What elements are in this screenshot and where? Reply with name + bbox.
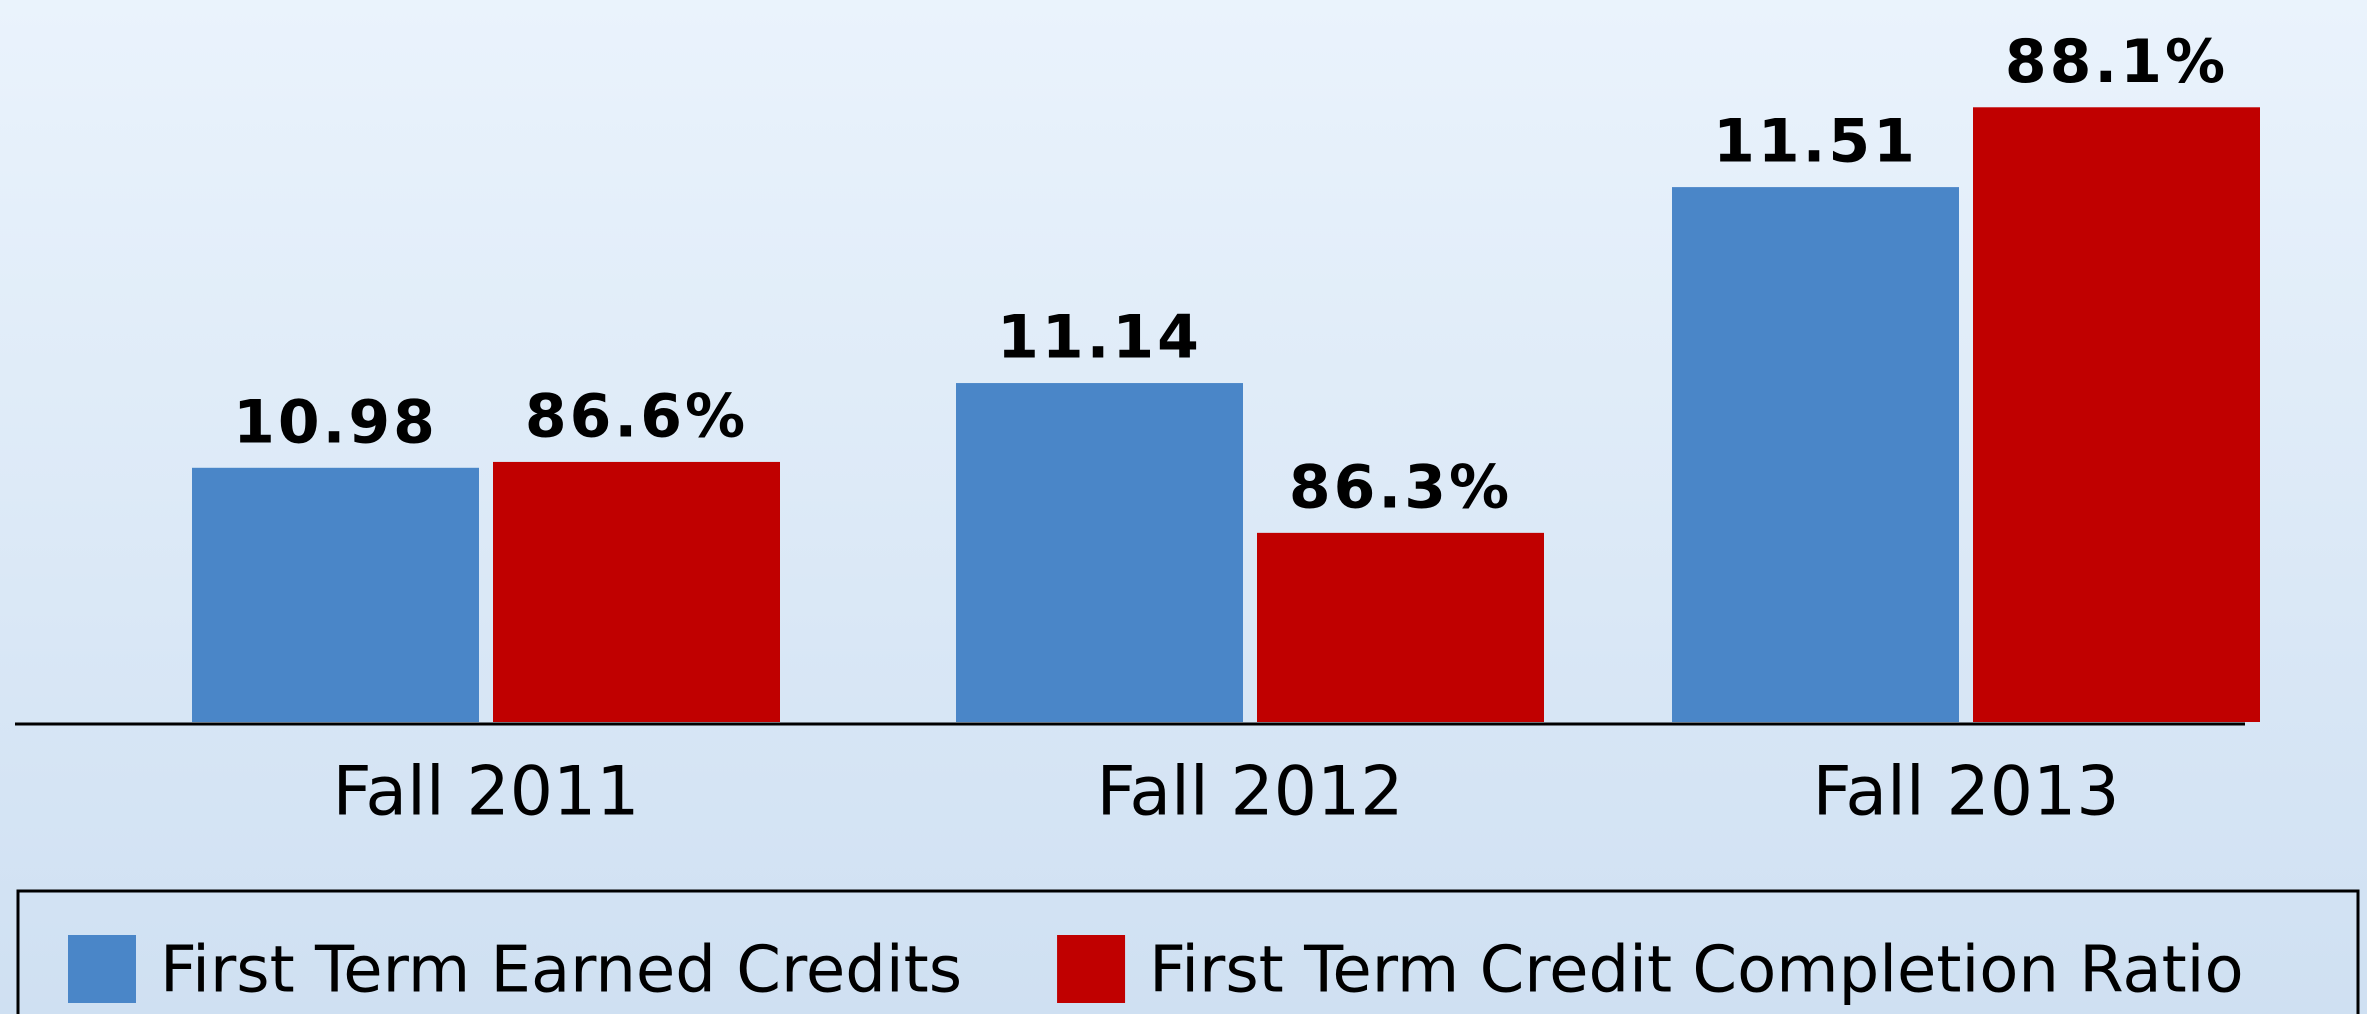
x-tick-label: Fall 2011 <box>333 753 640 832</box>
x-tick-label: Fall 2012 <box>1097 753 1404 832</box>
data-label: 11.51 <box>1713 107 1918 177</box>
bar <box>493 461 780 722</box>
bar <box>956 383 1243 722</box>
legend-swatch <box>68 935 136 1003</box>
data-label: 88.1% <box>2005 27 2228 97</box>
bar <box>1973 107 2260 723</box>
bar <box>1257 532 1544 722</box>
x-tick-label: Fall 2013 <box>1813 753 2120 832</box>
legend-swatch <box>1057 935 1126 1003</box>
bar <box>1672 187 1959 722</box>
legend-label: First Term Credit Completion Ratio <box>1149 934 2244 1008</box>
legend-label: First Term Earned Credits <box>160 934 962 1008</box>
data-label: 10.98 <box>233 387 438 457</box>
bar <box>192 467 479 722</box>
data-label: 86.3% <box>1289 452 1512 522</box>
legend-box <box>16 889 2360 1014</box>
data-label: 11.14 <box>997 303 1202 373</box>
data-label: 86.6% <box>525 382 748 452</box>
